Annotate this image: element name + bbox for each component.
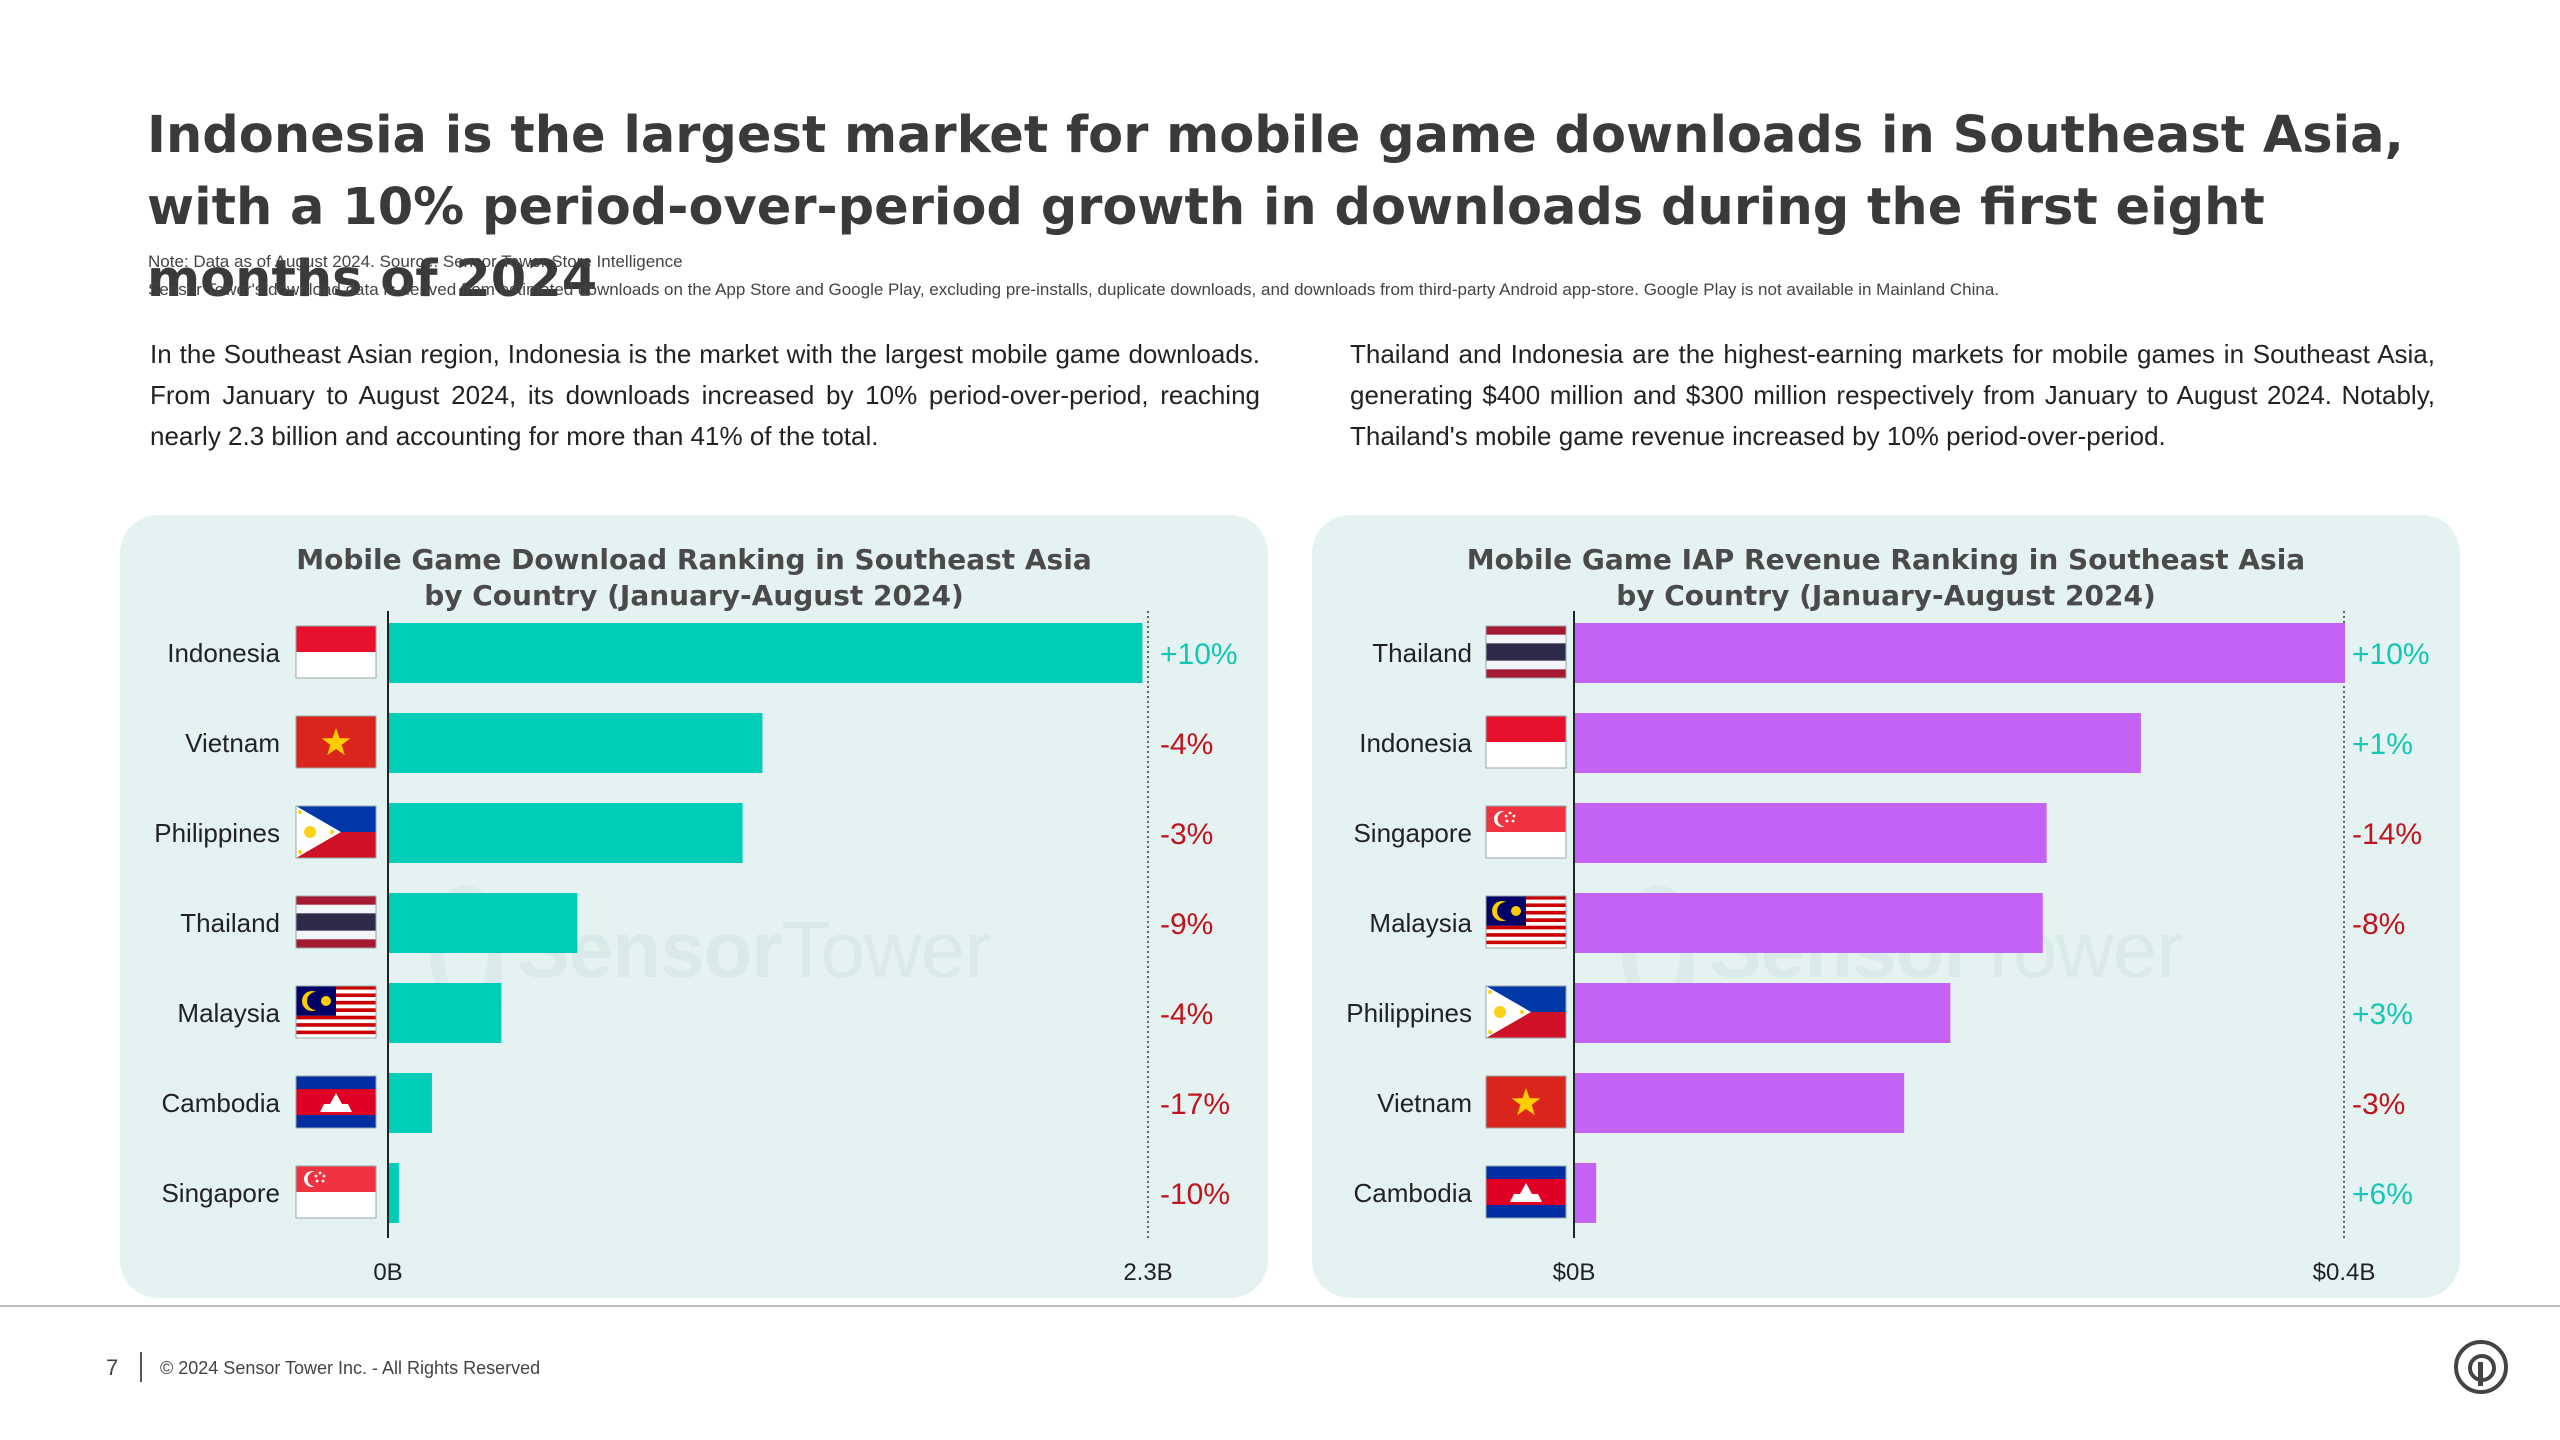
revenue-paragraph: Thailand and Indonesia are the highest-e… [1350,339,2435,451]
chart-title-line1: Mobile Game IAP Revenue Ranking in South… [1466,543,2306,576]
revenue-bar-chart: Thailand +10% Indonesia +1% Singapore -14% Mal… [1346,611,2430,1286]
bar-row-philippines: Philippines +3% [1346,983,2413,1043]
bar [1575,1163,1597,1223]
category-label: Malaysia [177,998,280,1028]
change-label: -14% [2352,818,2422,851]
category-label: Thailand [180,908,280,938]
downloads-chart-title: Mobile Game Download Ranking in Southeas… [120,542,1268,614]
bar [1575,623,2345,683]
chart-title-line2: by Country (January-August 2024) [1616,579,2156,612]
category-label: Philippines [1346,998,1472,1028]
x-tick-label: $0B [1553,1259,1596,1286]
bar-row-cambodia: Cambodia +6% [1353,1163,2413,1223]
indonesia-flag-icon [1485,715,1567,769]
thailand-flag-icon [295,895,377,949]
bar [389,803,743,863]
singapore-flag-icon [295,1165,377,1219]
bar [389,623,1143,683]
bar [389,1163,399,1223]
change-label: -3% [2352,1088,2405,1121]
category-label: Cambodia [1353,1178,1472,1208]
footer-separator [140,1352,142,1382]
source-note: Note: Data as of August 2024. Source: Se… [148,252,683,271]
change-label: +6% [2352,1178,2413,1211]
bar-row-cambodia: Cambodia -17% [161,1073,1230,1133]
category-label: Singapore [161,1178,280,1208]
x-tick-label: $0.4B [2313,1259,2376,1286]
change-label: -3% [1160,818,1213,851]
change-label: +1% [2352,728,2413,761]
change-label: -8% [2352,908,2405,941]
x-tick-label: 2.3B [1123,1259,1172,1286]
change-label: -9% [1160,908,1213,941]
cambodia-flag-icon [295,1075,377,1129]
bar [1575,983,1951,1043]
bar [389,1073,432,1133]
x-tick-label: 0B [373,1259,402,1286]
footer-divider [0,1305,2560,1307]
revenue-chart-panel: SensorTower Mobile Game IAP Revenue Rank… [1312,515,2460,1298]
category-label: Indonesia [167,638,280,668]
category-label: Philippines [154,818,280,848]
category-label: Indonesia [1359,728,1472,758]
bar-row-singapore: Singapore -10% [161,1163,1230,1223]
bar-row-vietnam: Vietnam -4% [185,713,1213,773]
bar-row-indonesia: Indonesia +10% [167,623,1238,683]
category-label: Vietnam [1377,1088,1472,1118]
malaysia-flag-icon [295,985,377,1039]
bar-row-thailand: Thailand +10% [1372,623,2430,683]
headline: Indonesia is the largest market for mobi… [147,106,2404,309]
category-label: Thailand [1372,638,1472,668]
category-label: Vietnam [185,728,280,758]
bar-row-malaysia: Malaysia -4% [177,983,1213,1043]
cambodia-flag-icon [1485,1165,1567,1219]
page-number: 7 [106,1355,119,1380]
bar [1575,803,2047,863]
bar-row-singapore: Singapore -14% [1353,803,2422,863]
vietnam-flag-icon [1485,1075,1567,1129]
change-label: +10% [1160,638,1238,671]
bar-row-thailand: Thailand -9% [180,893,1213,953]
sensortower-logo-icon [2454,1340,2508,1394]
bar-row-malaysia: Malaysia -8% [1369,893,2405,953]
change-label: -4% [1160,998,1213,1031]
bar-row-vietnam: Vietnam -3% [1377,1073,2405,1133]
bar [389,713,763,773]
bar [1575,1073,1905,1133]
bar [1575,893,2043,953]
copyright: © 2024 Sensor Tower Inc. - All Rights Re… [160,1358,541,1378]
malaysia-flag-icon [1485,895,1567,949]
change-label: +3% [2352,998,2413,1031]
singapore-flag-icon [1485,805,1567,859]
category-label: Malaysia [1369,908,1472,938]
bar-row-indonesia: Indonesia +1% [1359,713,2413,773]
revenue-chart-title: Mobile Game IAP Revenue Ranking in South… [1312,542,2460,614]
bar-row-philippines: Philippines -3% [154,803,1213,863]
downloads-paragraph: In the Southeast Asian region, Indonesia… [150,339,1260,451]
bar [1575,713,2141,773]
thailand-flag-icon [1485,625,1567,679]
change-label: +10% [2352,638,2430,671]
philippines-flag-icon [1485,985,1567,1039]
chart-title-line2: by Country (January-August 2024) [424,579,964,612]
philippines-flag-icon [295,805,377,859]
downloads-chart-panel: SensorTower Mobile Game Download Ranking… [120,515,1268,1298]
change-label: -10% [1160,1178,1230,1211]
bar [389,893,578,953]
downloads-bar-chart: Indonesia +10% Vietnam -4% Philippines -3% Tha… [154,611,1238,1286]
chart-title-line1: Mobile Game Download Ranking in Southeas… [296,543,1092,576]
change-label: -4% [1160,728,1213,761]
change-label: -17% [1160,1088,1230,1121]
bar [389,983,502,1043]
category-label: Singapore [1353,818,1472,848]
indonesia-flag-icon [295,625,377,679]
category-label: Cambodia [161,1088,280,1118]
methodology-note: Sensor Tower's download data is derived … [148,280,2000,299]
vietnam-flag-icon [295,715,377,769]
